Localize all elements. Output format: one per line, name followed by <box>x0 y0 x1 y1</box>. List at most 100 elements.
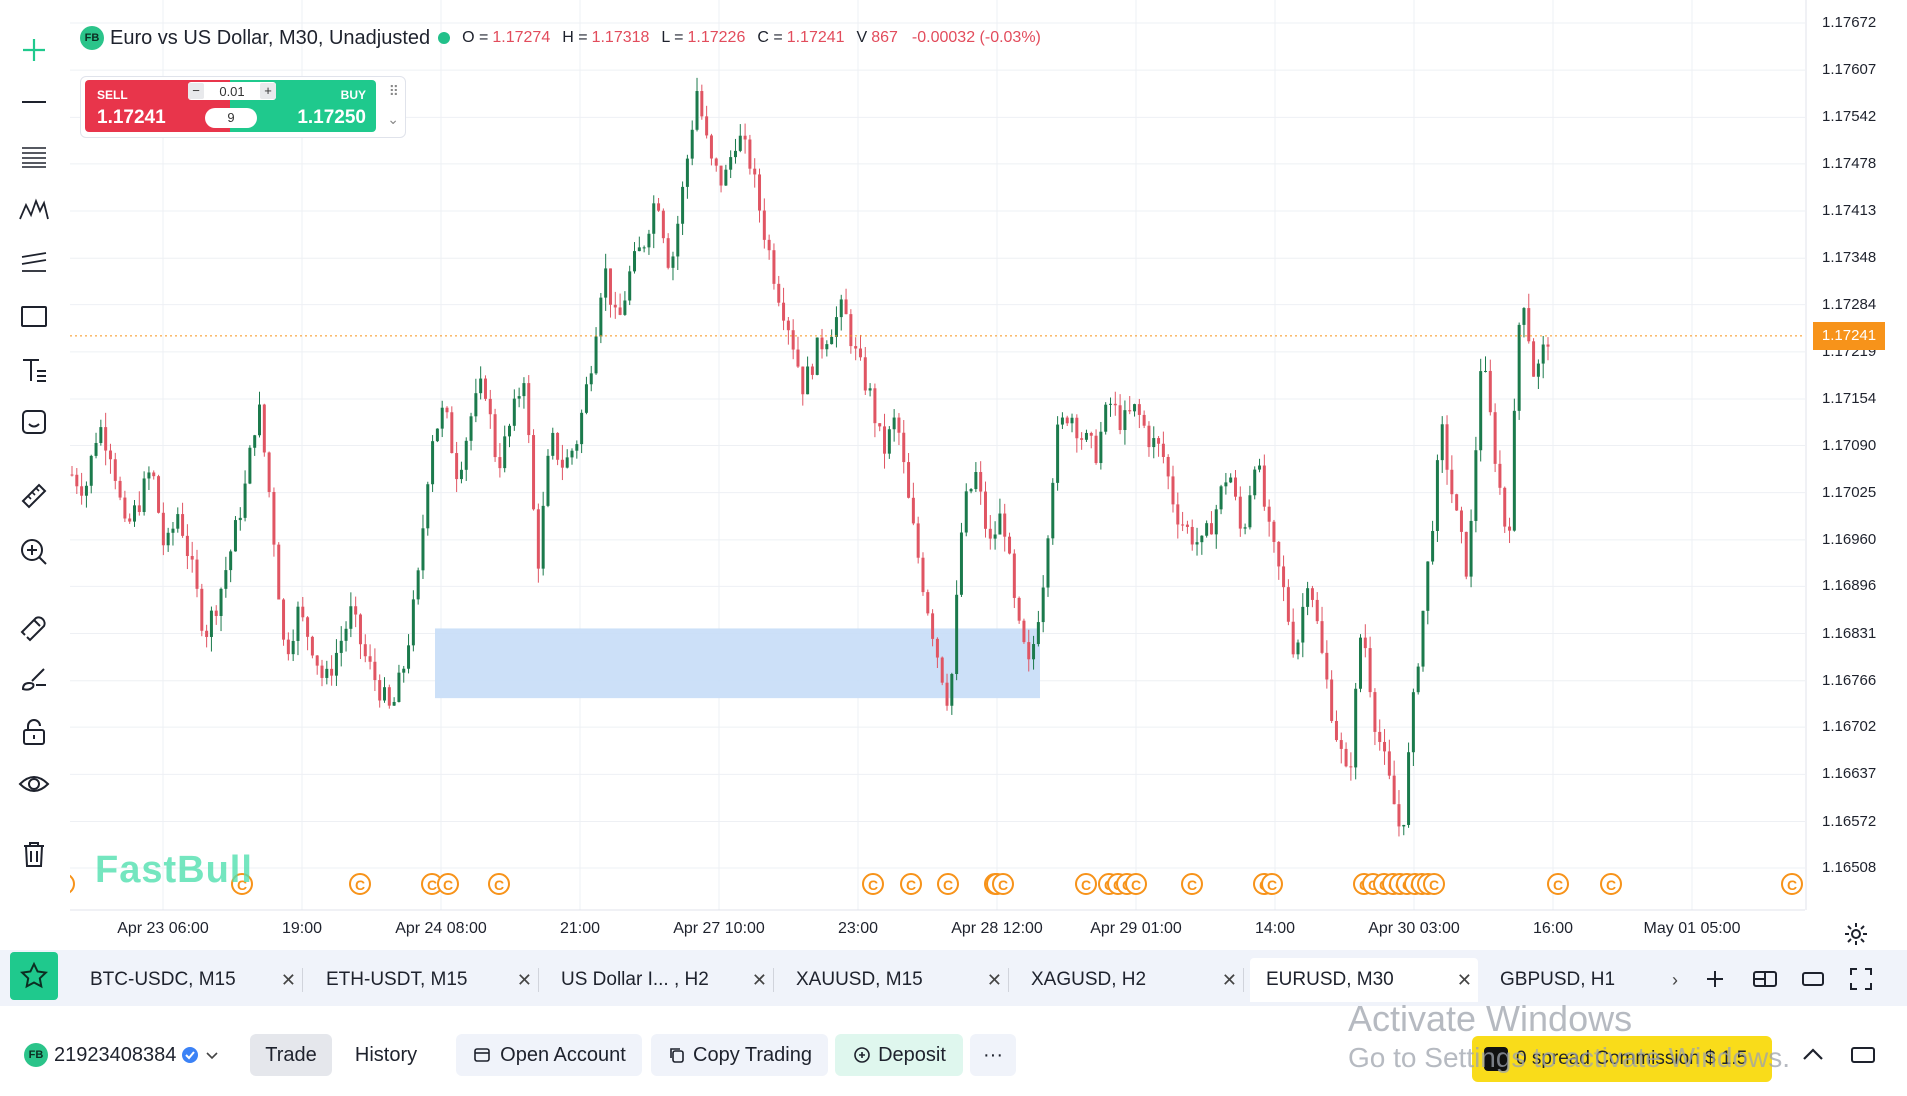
account-broker-logo: FB <box>24 1043 48 1067</box>
more-button[interactable]: ··· <box>970 1034 1016 1076</box>
low-value: 1.17226 <box>687 29 746 46</box>
trash-icon[interactable] <box>12 832 56 876</box>
pattern-icon[interactable] <box>12 188 56 232</box>
candle-body <box>916 523 920 558</box>
candle-body <box>1532 341 1536 377</box>
brush-icon[interactable] <box>12 656 56 700</box>
chevron-up-icon[interactable] <box>1798 1040 1828 1070</box>
chart-tab[interactable]: XAUUSD, M15 ✕ <box>780 958 1009 1002</box>
chevron-down-icon[interactable]: ⌄ <box>387 111 399 127</box>
event-marker-ring <box>349 873 371 895</box>
symbol-title[interactable]: Euro vs US Dollar, M30, Unadjusted <box>110 26 431 49</box>
quantity-decrease-button[interactable]: − <box>188 83 204 99</box>
horizontal-line-icon[interactable] <box>12 80 56 124</box>
copy-trading-button[interactable]: Copy Trading <box>651 1034 828 1076</box>
fib-lines-icon[interactable] <box>12 134 56 178</box>
candle-body <box>570 450 574 458</box>
parallel-channel-icon[interactable] <box>12 240 56 284</box>
close-tab-icon[interactable]: ✕ <box>986 969 1002 990</box>
candle-body <box>190 556 194 560</box>
rectangle-icon[interactable] <box>12 294 56 338</box>
promo-banner[interactable]: 0 spread Commission $ 1.5 <box>1472 1036 1772 1082</box>
text-icon[interactable] <box>12 348 56 392</box>
crosshair-icon[interactable] <box>12 28 56 72</box>
candle-body <box>421 528 425 571</box>
layout-split-icon[interactable] <box>1750 964 1780 994</box>
add-tab-icon[interactable] <box>1700 964 1730 994</box>
market-status-dot <box>438 32 451 44</box>
magnet-icon[interactable] <box>12 604 56 648</box>
candle-body <box>801 366 805 395</box>
favorites-star-icon[interactable] <box>10 952 58 1000</box>
candle-body <box>440 407 444 429</box>
candle-body <box>445 407 449 413</box>
chart-tab[interactable]: US Dollar I... , H2 ✕ <box>545 958 774 1002</box>
chart-tab-label: EURUSD, M30 <box>1266 969 1394 990</box>
candle-body <box>344 628 348 641</box>
open-value: 1.17274 <box>492 29 551 46</box>
event-marker-letter: C <box>237 877 247 893</box>
event-marker-letter: C <box>1787 877 1797 893</box>
candle-body <box>1123 410 1127 431</box>
candle-body <box>1205 523 1209 536</box>
candle-body <box>1166 456 1170 477</box>
event-marker-letter: C <box>1429 877 1439 893</box>
candle-body <box>1147 425 1151 448</box>
ruler-icon[interactable] <box>12 474 56 518</box>
close-tab-icon[interactable]: ✕ <box>1456 969 1472 990</box>
chart-tab[interactable]: ETH-USDT, M15 ✕ <box>310 958 539 1002</box>
candle-body <box>762 210 766 240</box>
chart-tab[interactable]: XAGUSD, H2 ✕ <box>1015 958 1244 1002</box>
emoji-icon[interactable] <box>12 400 56 444</box>
zoom-in-icon[interactable] <box>12 530 56 574</box>
panel-icon[interactable] <box>1848 1040 1878 1070</box>
drag-handle-icon[interactable]: ⠿ <box>388 83 399 99</box>
deposit-label: Deposit <box>878 1043 946 1066</box>
close-tab-icon[interactable]: ✕ <box>280 969 296 990</box>
open-account-button[interactable]: Open Account <box>456 1034 642 1076</box>
chart-settings-gear-icon[interactable] <box>1842 920 1870 948</box>
event-marker: C <box>1075 873 1097 895</box>
candle-body <box>493 414 497 458</box>
candle-body <box>1080 438 1084 440</box>
chart-tab[interactable]: BTC-USDC, M15 ✕ <box>74 958 303 1002</box>
account-selector[interactable]: FB 21923408384 <box>16 1034 228 1076</box>
candle-body <box>1368 648 1372 693</box>
candle-body <box>1022 620 1026 643</box>
lock-icon[interactable] <box>12 710 56 754</box>
chart-tab[interactable]: EURUSD, M30 ✕ <box>1250 958 1478 1002</box>
close-tab-icon[interactable]: ✕ <box>516 969 532 990</box>
chart-tab[interactable]: GBPUSD, H1 › <box>1484 958 1684 1002</box>
price-tick-label: 1.17284 <box>1822 295 1877 313</box>
time-tick-label: 19:00 <box>281 920 323 937</box>
tabs-scroll-right-icon[interactable]: › <box>1672 969 1678 990</box>
deposit-button[interactable]: Deposit <box>835 1034 963 1076</box>
candle-body <box>224 570 228 589</box>
candle-body <box>705 116 709 136</box>
candle-body <box>594 336 598 374</box>
candle-body <box>695 91 699 130</box>
event-marker-ring <box>1423 873 1445 895</box>
quantity-increase-button[interactable]: + <box>260 83 276 99</box>
candlestick-chart[interactable]: CCCCCCCCCCCCCCCCCCCCCCCCCCCCCCCCC <box>70 0 1807 950</box>
quantity-input[interactable]: 0.01 <box>219 83 245 99</box>
close-tab-icon[interactable]: ✕ <box>1221 969 1237 990</box>
candle-body <box>988 528 992 539</box>
candle-body <box>1363 637 1367 649</box>
close-tab-icon[interactable]: ✕ <box>751 969 767 990</box>
candle-body <box>748 139 752 169</box>
fullscreen-icon[interactable] <box>1846 964 1876 994</box>
candle-body <box>1488 370 1492 413</box>
history-tab[interactable]: History <box>354 1043 418 1066</box>
candle-body <box>75 474 79 487</box>
eye-icon[interactable] <box>12 762 56 806</box>
candle-body <box>459 469 463 480</box>
candle-body <box>229 551 233 571</box>
candle-body <box>671 256 675 268</box>
trade-tab[interactable]: Trade <box>250 1034 332 1076</box>
candle-body <box>993 534 997 539</box>
candle-body <box>911 497 915 524</box>
window-icon[interactable] <box>1798 964 1828 994</box>
candle-body <box>435 428 439 442</box>
chart-area[interactable]: CCCCCCCCCCCCCCCCCCCCCCCCCCCCCCCCC <box>70 0 1807 950</box>
